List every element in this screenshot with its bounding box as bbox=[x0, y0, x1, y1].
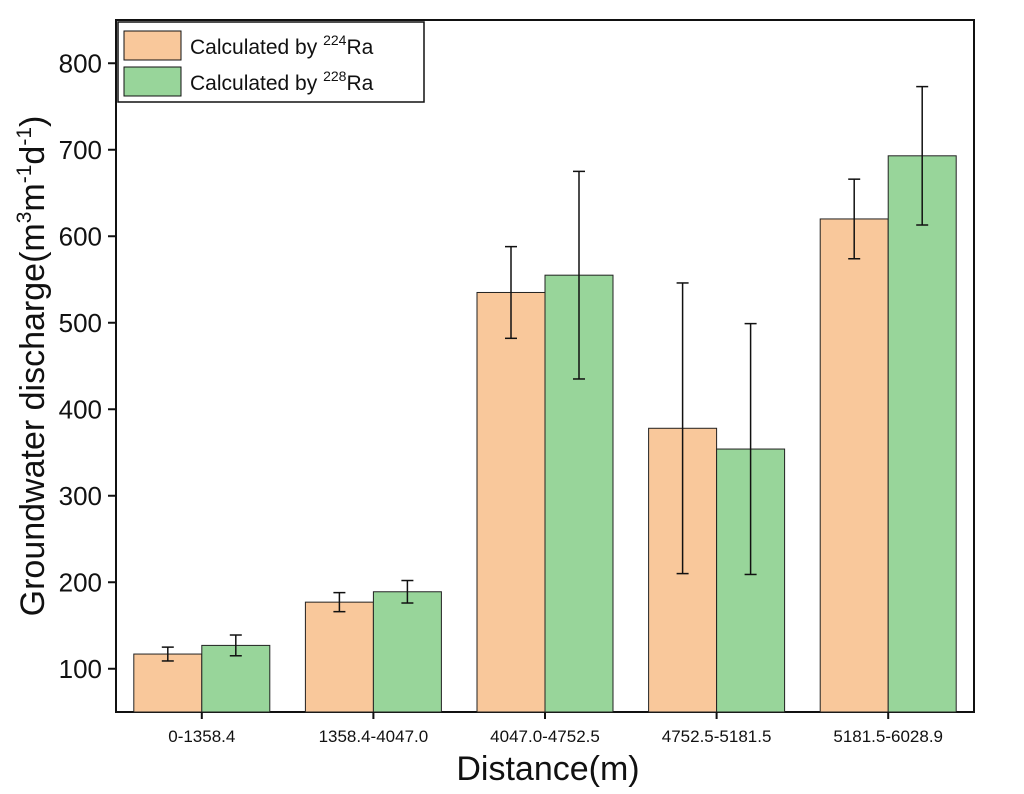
x-axis: 0-1358.4 1358.4-4047.0 4047.0-4752.5 4752.5… bbox=[168, 712, 943, 746]
y-axis-title-mid1: m bbox=[14, 183, 52, 211]
y-axis-title-sup3: -1 bbox=[13, 127, 36, 146]
y-axis-title-main: Groundwater discharge(m bbox=[14, 223, 52, 616]
legend-swatch-224ra bbox=[123, 30, 182, 61]
legend: Calculated by 224Ra Calculated by 228Ra bbox=[117, 21, 425, 103]
y-tick-label: 400 bbox=[59, 394, 102, 424]
y-tick-label: 600 bbox=[59, 221, 102, 251]
y-tick-label: 200 bbox=[59, 567, 102, 597]
x-axis-title: Distance(m) bbox=[456, 750, 639, 788]
y-axis-title: Groundwater discharge(m3m-1d-1) bbox=[13, 116, 52, 617]
y-axis-title-mid2: d bbox=[14, 146, 52, 165]
bars-layer bbox=[133, 155, 957, 713]
x-tick-label: 5181.5-6028.9 bbox=[833, 727, 943, 746]
y-tick-label: 300 bbox=[59, 481, 102, 511]
x-tick-label: 4047.0-4752.5 bbox=[490, 727, 600, 746]
bar-series-1-cat-1 bbox=[372, 591, 442, 713]
legend-swatch-228ra bbox=[123, 66, 182, 97]
y-tick-label: 500 bbox=[59, 308, 102, 338]
y-axis: 100 200 300 400 500 600 700 800 bbox=[59, 48, 116, 684]
errorbars-layer bbox=[161, 85, 929, 662]
x-tick-label: 1358.4-4047.0 bbox=[319, 727, 429, 746]
bar-series-1-cat-4 bbox=[887, 155, 957, 713]
bar-series-0-cat-1 bbox=[304, 601, 374, 713]
bar-series-0-cat-2 bbox=[476, 291, 546, 713]
legend-label-228ra: Calculated by 228Ra bbox=[190, 68, 374, 95]
y-axis-title-sup2: -1 bbox=[13, 165, 36, 184]
bar-series-0-cat-0 bbox=[133, 653, 203, 713]
y-tick-label: 100 bbox=[59, 654, 102, 684]
x-tick-label: 4752.5-5181.5 bbox=[662, 727, 772, 746]
y-tick-label: 700 bbox=[59, 135, 102, 165]
y-axis-title-end: ) bbox=[14, 116, 52, 127]
bar-series-0-cat-4 bbox=[819, 218, 889, 713]
y-axis-title-sup1: 3 bbox=[13, 212, 36, 224]
y-tick-label: 800 bbox=[59, 48, 102, 78]
legend-label-224ra: Calculated by 224Ra bbox=[190, 32, 374, 59]
x-tick-label: 0-1358.4 bbox=[168, 727, 235, 746]
